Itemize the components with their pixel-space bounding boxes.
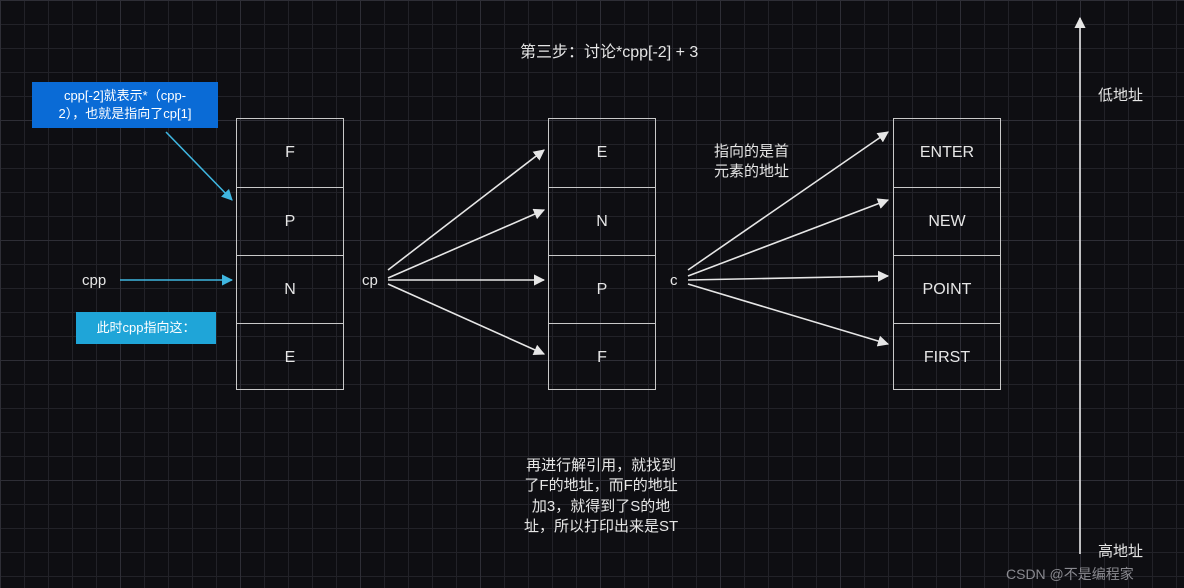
array-cell: E	[237, 323, 343, 391]
array-column-col1: FPNE	[236, 118, 344, 390]
callout-cpp-minus-2: cpp[-2]就表示*（cpp- 2），也就是指向了cp[1]	[32, 82, 218, 128]
label-low-address: 低地址	[1098, 84, 1143, 105]
label-c: c	[670, 272, 678, 289]
label-cp: cp	[362, 272, 378, 289]
array-cell: E	[549, 119, 655, 187]
array-cell: N	[549, 187, 655, 255]
array-column-col2: ENPF	[548, 118, 656, 390]
array-cell: NEW	[894, 187, 1000, 255]
array-cell: F	[237, 119, 343, 187]
array-cell: FIRST	[894, 323, 1000, 391]
watermark: CSDN @不是编程家	[1006, 564, 1134, 584]
callout-cpp-points-here: 此时cpp指向这：	[76, 312, 216, 344]
pointer-arrows-cyan	[120, 132, 232, 280]
step-title: 第三步：讨论*cpp[-2] + 3	[520, 38, 698, 62]
label-cpp: cpp	[82, 272, 106, 289]
array-column-col3: ENTERNEWPOINTFIRST	[893, 118, 1001, 390]
array-cell: N	[237, 255, 343, 323]
note-points-to-first-element: 指向的是首 元素的地址	[714, 142, 789, 183]
array-cell: P	[237, 187, 343, 255]
diagram-layer: 第三步：讨论*cpp[-2] + 3 FPNEENPFENTERNEWPOINT…	[0, 0, 1184, 588]
note-dereference-explanation: 再进行解引用，就找到 了F的地址，而F的地址 加3，就得到了S的地 址，所以打印…	[524, 456, 678, 537]
array-cell: P	[549, 255, 655, 323]
array-cell: F	[549, 323, 655, 391]
array-cell: ENTER	[894, 119, 1000, 187]
label-high-address: 高地址	[1098, 540, 1143, 561]
array-cell: POINT	[894, 255, 1000, 323]
